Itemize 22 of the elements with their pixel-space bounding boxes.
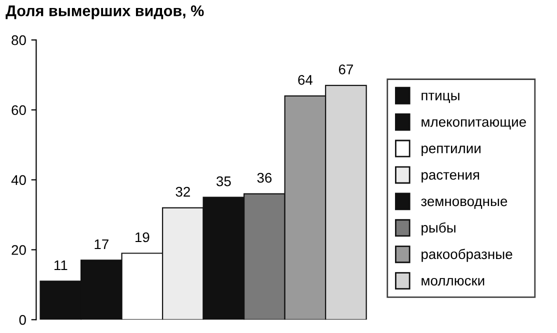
legend-label: рептилии [422, 146, 480, 156]
legend-label: млекопитающие [422, 119, 526, 130]
y-tick-label: 0 [19, 315, 26, 325]
data-label: 67 [338, 64, 353, 74]
y-tick-label: 60 [12, 105, 26, 116]
y-tick-label: 80 [12, 35, 26, 46]
data-label: 36 [257, 172, 272, 183]
legend-label: моллюски [422, 278, 484, 286]
legend-label: рыбы [422, 222, 456, 236]
y-tick-label: 20 [12, 245, 26, 255]
legend-label: земноводные [421, 198, 508, 209]
legend-label: птицы [422, 92, 460, 103]
data-label: 19 [136, 232, 150, 242]
data-label: 11 [54, 260, 68, 270]
y-tick-label: 40 [11, 175, 26, 185]
data-label: 64 [298, 74, 313, 85]
legend-label: ракообразные [422, 248, 512, 262]
legend-label: растения [422, 172, 480, 182]
data-label: 32 [176, 186, 190, 197]
y-axis-title: Доля вымерших видов, % [6, 5, 204, 20]
data-label: 17 [94, 239, 108, 250]
data-label: 35 [216, 176, 231, 186]
